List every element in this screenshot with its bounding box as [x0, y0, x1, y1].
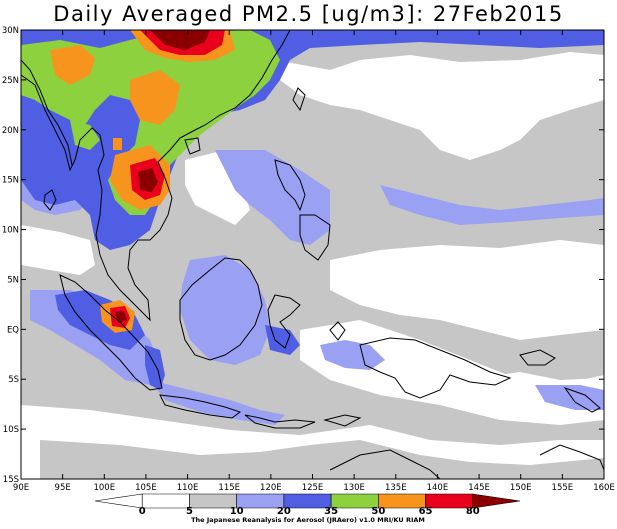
coast-hainan — [184, 137, 201, 155]
pm-10-20-east — [215, 150, 330, 245]
colorbar: 0 5 10 20 35 50 65 80 — [94, 493, 521, 517]
x-tick-label: 110E — [177, 483, 199, 493]
y-tick-label: 5S — [8, 375, 19, 385]
y-tick-label: EQ — [7, 325, 19, 335]
coast-india — [21, 59, 73, 166]
x-tick-label: 150E — [510, 483, 532, 493]
pm-10-20-east-2 — [380, 185, 604, 225]
pm-80-plus-china — [150, 30, 210, 50]
y-tick-label: 10N — [2, 226, 19, 236]
x-tick-label: 130E — [343, 483, 365, 493]
x-tick-label: 100E — [93, 483, 115, 493]
x-tick-label: 155E — [552, 483, 574, 493]
coast-java — [159, 394, 242, 419]
colorbar-label: 65 — [419, 506, 433, 517]
y-tick-label: 25N — [2, 76, 19, 86]
clean-air-pacific-south — [330, 240, 604, 340]
y-tick-label: 15S — [3, 475, 19, 485]
pm-20-35-malaya — [55, 290, 145, 350]
colorbar-label: 20 — [277, 506, 291, 517]
x-tick-label: 90E — [13, 483, 29, 493]
x-tick-label: 120E — [260, 483, 282, 493]
x-tick-label: 95E — [55, 483, 71, 493]
x-tick-label: 140E — [427, 483, 449, 493]
x-tick-label: 160E — [593, 483, 615, 493]
coast-taiwan — [292, 87, 306, 112]
coast-solomons — [563, 387, 601, 413]
x-tick-label: 135E — [385, 483, 407, 493]
coast-mindanao — [299, 214, 331, 261]
coast-lesser-sunda — [244, 414, 316, 429]
pm-20-35-sulawesi — [265, 325, 300, 355]
map-title: Daily Averaged PM2.5 [ug/m3]: 27Feb2015 — [53, 2, 564, 26]
credit-text: The Japanese Reanalysis for Aerosol (JRA… — [191, 516, 425, 524]
coast-moluccas — [329, 321, 346, 341]
pm-50-65-burma — [50, 45, 95, 85]
x-tick-label: 115E — [218, 483, 240, 493]
pm-80-plus-indochina — [138, 168, 158, 192]
coast-new-britain — [519, 349, 556, 366]
pm-10-20-java — [150, 380, 285, 425]
x-tick-label: 145E — [468, 483, 490, 493]
y-axis: 30N 25N 20N 15N 10N 5N EQ 5S 10S 15S — [2, 26, 604, 485]
x-tick-label: 105E — [135, 483, 157, 493]
colorbar-label: 0 — [139, 506, 146, 517]
coastlines — [21, 30, 604, 479]
y-tick-label: 10S — [3, 425, 19, 435]
pm-50-65-china-s — [130, 70, 180, 125]
colorbar-label: 10 — [230, 506, 244, 517]
pm25-field — [21, 30, 604, 479]
x-tick-label: 125E — [302, 483, 324, 493]
colorbar-segment — [94, 493, 143, 509]
y-tick-label: 20N — [2, 126, 19, 136]
colorbar-label: 5 — [186, 506, 193, 517]
coast-png — [359, 337, 512, 399]
coast-timor — [323, 414, 362, 427]
coast-luzon — [274, 159, 306, 212]
pm-10-20-borneo — [180, 255, 270, 365]
y-tick-label: 15N — [2, 176, 19, 186]
coast-borneo — [179, 257, 263, 361]
x-axis: 90E 95E 100E 105E 110E 115E 120E 125E 130E 135E 14… — [13, 30, 615, 493]
clean-air-north-pacific — [275, 52, 604, 160]
coast-australia — [329, 449, 441, 479]
coast-asia-mainland — [21, 30, 291, 322]
coast-sumatra — [59, 274, 163, 391]
coast-sri-lanka — [43, 189, 57, 211]
colorbar-segment — [472, 493, 521, 509]
y-tick-label: 5N — [7, 275, 19, 285]
clean-air-south-grey — [40, 440, 604, 479]
clean-air-indian-ocean — [21, 225, 95, 275]
pm-50-65-myanmar-spot — [113, 138, 122, 150]
colorbar-label: 80 — [466, 506, 480, 517]
coast-australia-east — [539, 444, 604, 471]
colorbar-label: 50 — [371, 506, 385, 517]
y-tick-label: 30N — [2, 26, 19, 36]
coast-sulawesi — [267, 294, 301, 349]
colorbar-segment — [141, 493, 190, 509]
colorbar-label: 35 — [324, 506, 338, 517]
pm-10-20-coral — [535, 385, 604, 410]
pm-10-20-png — [320, 340, 385, 370]
